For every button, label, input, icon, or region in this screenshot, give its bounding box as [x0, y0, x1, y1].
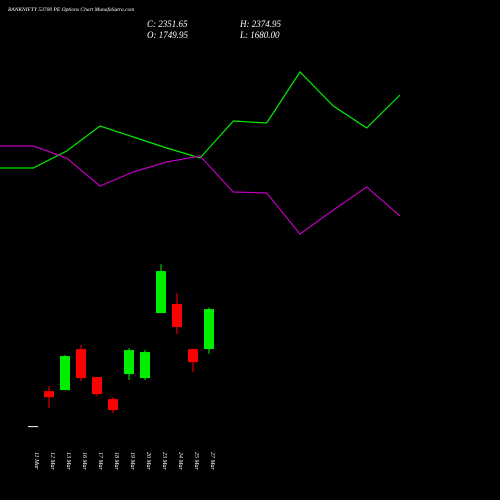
candle-body — [204, 309, 214, 350]
candle-body — [140, 352, 150, 379]
x-tick-label: 25 Mar — [193, 452, 199, 470]
candle-body — [156, 271, 166, 314]
candle-body — [188, 349, 198, 363]
x-tick-label: 16 Mar — [81, 452, 87, 470]
line-series — [0, 71, 401, 169]
candle-body — [60, 356, 70, 391]
x-tick-label: 13 Mar — [65, 452, 71, 470]
line-series — [0, 145, 401, 235]
candle-body — [44, 391, 54, 398]
x-tick-label: 17 Mar — [97, 452, 103, 470]
x-tick-label: 12 Mar — [49, 452, 55, 470]
candle-body — [172, 304, 182, 328]
x-tick-label: 18 Mar — [113, 452, 119, 470]
candle-body — [92, 377, 102, 395]
candle-body — [108, 399, 118, 411]
info-low: L: 1680.00 — [239, 30, 280, 40]
x-tick-label: 24 Mar — [177, 452, 184, 470]
candle-body — [124, 350, 134, 375]
chart-title: BANKNIFTY 53700 PE Options Chart MunafaS… — [8, 6, 134, 13]
info-open: O: 1749.95 — [147, 30, 188, 40]
x-tick-label: 11 Mar — [33, 452, 39, 470]
info-high: H: 2374.95 — [239, 19, 281, 29]
x-tick-label: 19 Mar — [129, 452, 135, 470]
info-close: C: 2351.65 — [147, 19, 188, 29]
candle-body — [28, 426, 38, 428]
x-tick-label: 20 Mar — [145, 452, 151, 470]
candle-body — [76, 349, 86, 379]
x-tick-label: 23 Mar — [161, 452, 167, 470]
x-tick-label: 27 Mar — [209, 452, 215, 470]
